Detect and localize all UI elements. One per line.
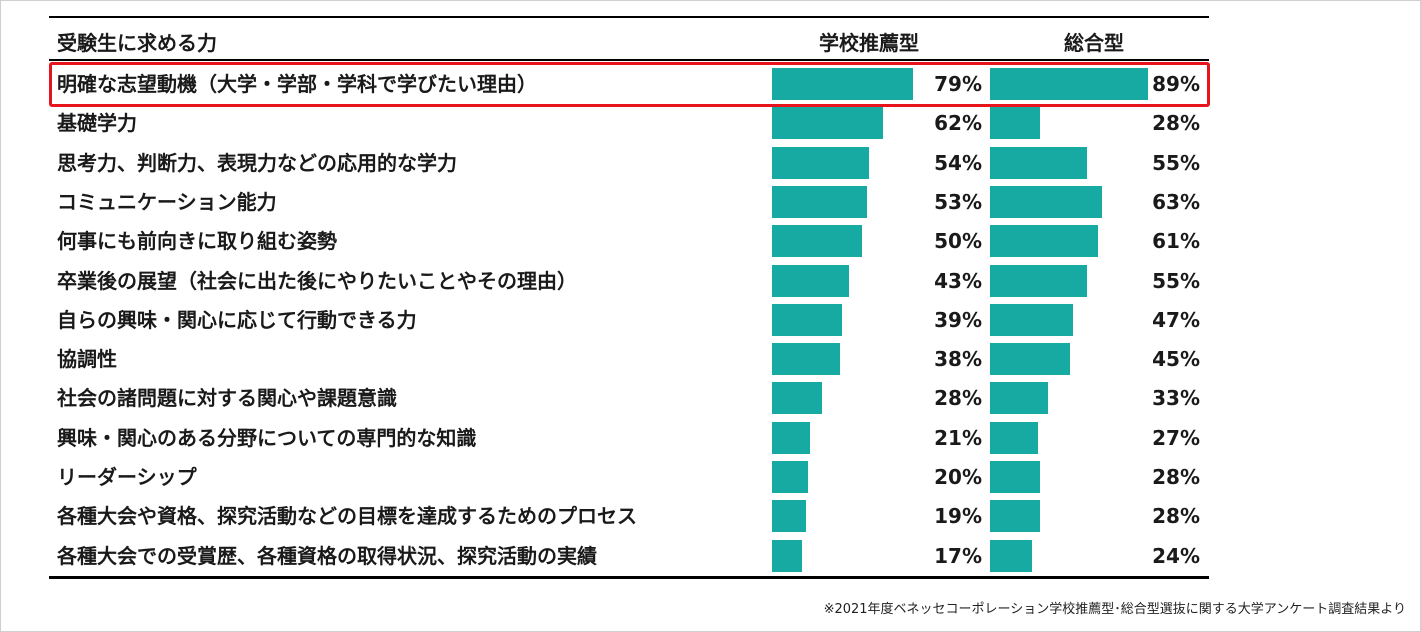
bar-recommendation — [772, 68, 914, 100]
category-label: 各種大会での受賞歴、各種資格の取得状況、探究活動の実績 — [57, 543, 597, 568]
value-label-recommendation: 62% — [934, 111, 982, 136]
value-label-comprehensive: 47% — [1152, 307, 1200, 332]
category-label: リーダーシップ — [57, 465, 197, 489]
bar-comprehensive — [990, 343, 1070, 376]
bar-recommendation — [772, 382, 823, 415]
category-label: 各種大会や資格、探究活動などの目標を達成するためのプロセス — [57, 504, 637, 529]
value-label-comprehensive: 63% — [1152, 189, 1200, 214]
value-label-recommendation: 39% — [934, 307, 982, 332]
value-label-comprehensive: 28% — [1152, 465, 1200, 489]
bar-recommendation — [772, 461, 808, 493]
value-label-comprehensive: 45% — [1152, 347, 1200, 372]
value-label-recommendation: 79% — [934, 72, 982, 96]
bar-recommendation — [772, 343, 841, 376]
bar-comprehensive — [990, 303, 1074, 336]
value-label-recommendation: 53% — [934, 189, 982, 214]
bar-recommendation — [772, 421, 810, 454]
value-label-comprehensive: 28% — [1152, 504, 1200, 529]
category-label: 明確な志望動機（大学・学部・学科で学びたい理由） — [57, 72, 537, 96]
bar-comprehensive — [990, 264, 1088, 297]
category-label: 基礎学力 — [57, 111, 137, 136]
table-top-rule — [49, 16, 1209, 18]
bar-recommendation — [772, 539, 803, 572]
label-column-header: 受験生に求める力 — [57, 31, 217, 55]
value-label-recommendation: 54% — [934, 150, 982, 175]
value-label-comprehensive: 33% — [1152, 386, 1200, 411]
bar-comprehensive — [990, 500, 1040, 533]
series-header-comprehensive: 総合型 — [1064, 31, 1124, 55]
bar-comprehensive — [990, 107, 1040, 140]
bar-recommendation — [772, 185, 867, 218]
value-label-comprehensive: 27% — [1152, 425, 1200, 450]
table-header-rule — [49, 59, 1209, 61]
bar-comprehensive — [990, 461, 1040, 493]
value-label-recommendation: 28% — [934, 386, 982, 411]
category-label: コミュニケーション能力 — [57, 189, 277, 214]
bar-comprehensive — [990, 382, 1049, 415]
bar-recommendation — [772, 264, 849, 297]
value-label-recommendation: 50% — [934, 229, 982, 254]
category-label: 興味・関心のある分野についての専門的な知識 — [57, 425, 477, 450]
value-label-recommendation: 20% — [934, 465, 982, 489]
bar-recommendation — [772, 146, 869, 179]
value-label-comprehensive: 24% — [1152, 543, 1200, 568]
table-bottom-rule — [49, 576, 1209, 579]
category-label: 協調性 — [57, 347, 117, 372]
bar-comprehensive — [990, 225, 1098, 258]
bar-recommendation — [772, 225, 862, 258]
category-label: 卒業後の展望（社会に出た後にやりたいことやその理由） — [57, 268, 577, 293]
bar-comprehensive — [990, 146, 1088, 179]
bar-recommendation — [772, 107, 883, 140]
category-label: 思考力、判断力、表現力などの応用的な学力 — [57, 150, 457, 175]
series-header-recommendation: 学校推薦型 — [819, 31, 919, 55]
value-label-recommendation: 17% — [934, 543, 982, 568]
value-label-comprehensive: 55% — [1152, 150, 1200, 175]
bar-comprehensive — [990, 68, 1148, 100]
value-label-comprehensive: 61% — [1152, 229, 1200, 254]
value-label-recommendation: 21% — [934, 425, 982, 450]
value-label-comprehensive: 28% — [1152, 111, 1200, 136]
category-label: 社会の諸問題に対する関心や課題意識 — [57, 386, 397, 411]
bar-recommendation — [772, 303, 842, 336]
bar-comprehensive — [990, 421, 1038, 454]
value-label-recommendation: 19% — [934, 504, 982, 529]
value-label-recommendation: 38% — [934, 347, 982, 372]
bar-recommendation — [772, 500, 806, 533]
bar-comprehensive — [990, 539, 1033, 572]
value-label-comprehensive: 55% — [1152, 268, 1200, 293]
value-label-comprehensive: 89% — [1152, 72, 1200, 96]
category-label: 何事にも前向きに取り組む姿勢 — [57, 229, 337, 254]
value-label-recommendation: 43% — [934, 268, 982, 293]
bar-comprehensive — [990, 185, 1102, 218]
category-label: 自らの興味・関心に応じて行動できる力 — [57, 307, 417, 332]
source-note: ※2021年度ベネッセコーポレーション学校推薦型･総合型選抜に関する大学アンケー… — [823, 602, 1406, 617]
